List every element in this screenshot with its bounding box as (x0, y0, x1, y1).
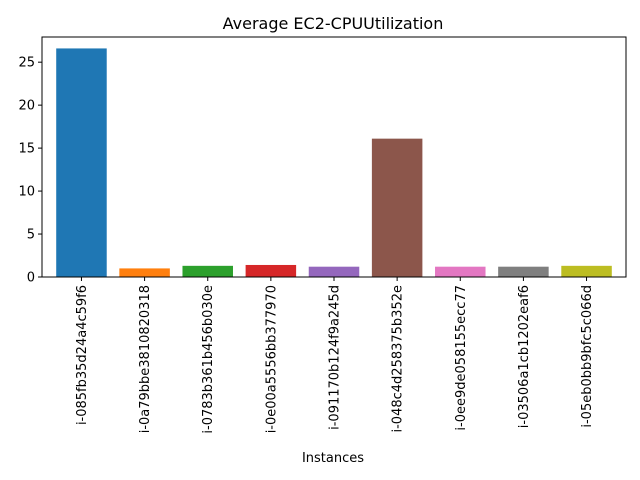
y-axis: 0 5 10 15 20 25 (18, 56, 42, 286)
y-tick-label: 0 (27, 271, 35, 286)
x-axis-label: Instances (302, 451, 364, 466)
x-axis: i-085fb35d24a4c59f6 i-0a79bbe3810820318 i-… (75, 277, 595, 434)
y-tick-label: 25 (18, 56, 35, 71)
x-tick-label: i-0a79bbe3810820318 (138, 285, 153, 433)
bars-group (56, 48, 612, 278)
chart-title: Average EC2-CPUUtilization (223, 14, 444, 33)
x-tick-label: i-05eb0bb9bfc5c066d (580, 285, 595, 428)
x-tick-label: i-085fb35d24a4c59f6 (75, 285, 90, 425)
bar-i-05eb0bb9bfc5c066d (561, 265, 612, 277)
bar-i-0ee9de058155ecc77 (435, 266, 486, 277)
x-tick-label: i-091170b124f9a245d (328, 285, 343, 430)
y-tick-label: 5 (27, 228, 35, 243)
x-tick-label: i-048c4d258375b352e (391, 285, 406, 432)
bar-i-0783b361b456b030e (182, 265, 233, 277)
x-tick-label: i-0783b361b456b030e (201, 285, 216, 434)
bar-i-091170b124f9a245d (308, 266, 360, 277)
bar-i-085fb35d24a4c59f6 (56, 48, 107, 278)
bar-i-03506a1cb1202eaf6 (498, 266, 549, 277)
y-tick-label: 10 (18, 185, 35, 200)
bar-i-0a79bbe3810820318 (119, 268, 170, 277)
bar-i-0e00a5556bb377970 (245, 264, 297, 277)
y-tick-label: 15 (18, 142, 35, 157)
bar-i-048c4d258375b352e (371, 138, 423, 277)
plot-frame (41, 36, 627, 278)
x-tick-label: i-03506a1cb1202eaf6 (517, 285, 532, 428)
x-tick-label: i-0e00a5556bb377970 (264, 285, 279, 433)
x-tick-label: i-0ee9de058155ecc77 (454, 285, 469, 431)
y-tick-label: 20 (18, 99, 35, 114)
